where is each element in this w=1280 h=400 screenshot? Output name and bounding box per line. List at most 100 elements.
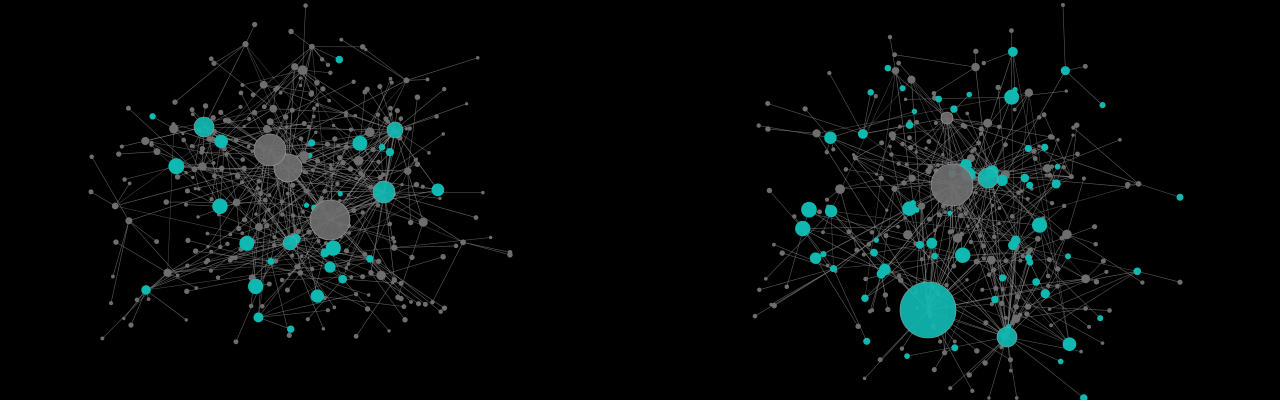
edge	[1012, 245, 1138, 272]
node-gray	[407, 126, 412, 131]
node-gray	[854, 247, 860, 253]
node-gray	[779, 250, 785, 256]
edge	[339, 80, 407, 158]
node-gray	[908, 174, 916, 182]
hub-node-cyan	[386, 121, 404, 139]
edge	[968, 174, 1008, 338]
node-gray	[290, 253, 295, 258]
edge	[991, 171, 1008, 338]
node-gray	[983, 118, 993, 128]
node-gray	[375, 203, 381, 208]
edge	[881, 188, 895, 274]
edge	[287, 272, 301, 291]
node-gray	[181, 137, 187, 143]
node-cyan	[1007, 46, 1018, 57]
node-gray	[284, 287, 291, 293]
edge	[167, 247, 395, 274]
edge	[183, 139, 221, 207]
edge	[317, 295, 404, 307]
node-gray	[227, 258, 233, 263]
edge	[1066, 234, 1096, 245]
node-gray	[404, 126, 409, 131]
node-gray	[234, 173, 241, 179]
edge	[895, 70, 929, 311]
node-cyan	[378, 143, 386, 151]
node-gray	[1047, 307, 1052, 311]
node-gray	[1074, 122, 1080, 128]
edge	[816, 133, 929, 311]
node-gray	[279, 199, 285, 204]
edge	[292, 177, 381, 186]
node-gray	[944, 282, 949, 288]
node-gray	[1075, 151, 1080, 157]
node-gray	[824, 197, 830, 202]
edge	[1006, 177, 1026, 338]
edge	[377, 114, 385, 193]
node-cyan	[950, 105, 958, 113]
node-gray	[1045, 273, 1051, 279]
node-gray	[997, 206, 1002, 211]
node-gray	[924, 146, 928, 150]
node-gray	[1061, 203, 1067, 209]
node-gray	[914, 150, 918, 154]
node-gray	[936, 212, 943, 218]
node-gray	[301, 121, 307, 127]
node-gray	[184, 318, 188, 322]
edge	[394, 237, 491, 248]
node-gray	[199, 145, 206, 152]
edge	[1045, 293, 1090, 328]
node-gray	[1037, 144, 1041, 148]
node-cyan	[935, 95, 943, 103]
node-gray	[400, 183, 404, 187]
edge	[1049, 174, 1072, 177]
node-gray	[885, 306, 891, 313]
edge	[289, 242, 363, 277]
node-cyan	[1099, 102, 1106, 109]
node-gray	[757, 287, 762, 293]
node-gray	[232, 198, 241, 207]
node-gray	[394, 107, 400, 114]
edge	[115, 129, 396, 207]
node-gray	[240, 157, 246, 162]
node-gray	[901, 180, 907, 186]
edge	[236, 179, 288, 203]
node-gray	[108, 301, 114, 306]
node-gray	[1177, 279, 1183, 285]
node-gray	[1024, 303, 1032, 310]
node-gray	[322, 188, 328, 194]
node-gray	[907, 135, 912, 141]
node-gray	[153, 148, 161, 156]
node-gray	[308, 43, 315, 50]
node-cyan	[338, 274, 347, 284]
node-gray	[1062, 229, 1072, 240]
edge	[244, 108, 274, 127]
edge	[862, 92, 871, 134]
edge	[1002, 246, 1017, 290]
node-cyan	[214, 134, 228, 149]
edge	[1073, 127, 1139, 185]
node-gray	[306, 124, 311, 129]
node-gray	[305, 317, 310, 322]
edge	[946, 117, 988, 124]
edge	[114, 183, 130, 207]
node-cyan	[239, 235, 255, 251]
node-cyan	[366, 255, 374, 263]
node-gray	[278, 91, 283, 95]
edge	[213, 43, 246, 64]
node-cyan	[902, 201, 917, 216]
node-gray	[272, 235, 277, 240]
node-gray	[375, 258, 382, 265]
node-gray	[211, 60, 217, 66]
node-gray	[996, 124, 1002, 130]
node-gray	[174, 174, 181, 180]
edge	[235, 261, 272, 342]
edge	[1024, 139, 1121, 179]
node-gray	[380, 172, 386, 177]
node-gray	[344, 266, 349, 270]
node-gray	[100, 336, 105, 341]
node-cyan	[996, 174, 1008, 186]
edge	[1039, 225, 1058, 269]
edge	[774, 268, 834, 306]
hub-node-cyan	[372, 180, 396, 204]
edge	[217, 242, 291, 278]
